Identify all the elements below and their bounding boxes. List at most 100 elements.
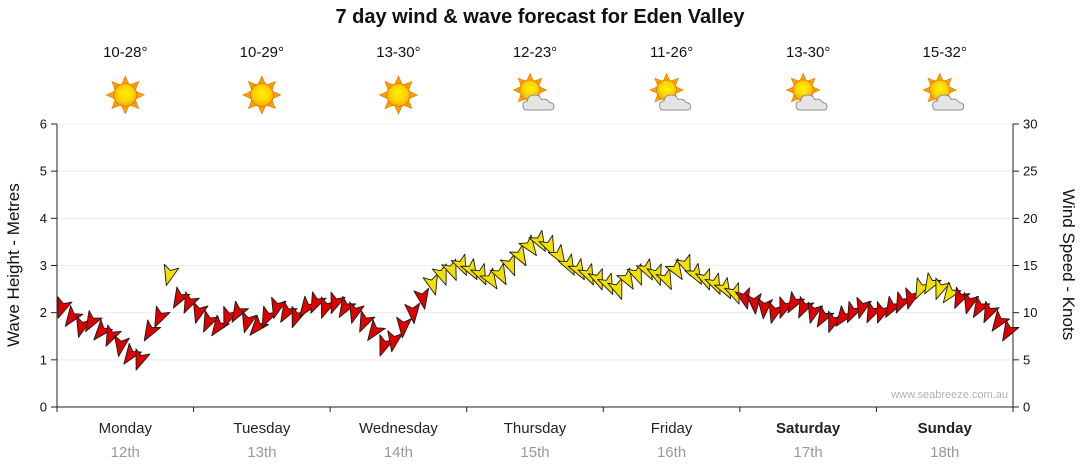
wind-arrow [114,335,130,357]
wind-arrow [489,262,507,286]
wind-arrow [249,314,269,336]
wind-arrow [261,305,278,328]
wind-arrow [684,262,702,285]
wind-arrow [203,310,220,333]
left-axis-tick-label: 3 [40,258,47,273]
wind-arrow [616,267,634,290]
sun-cloud-icon [513,73,554,110]
day-label: Sunday [918,420,973,437]
wind-arrow [597,272,614,295]
left-axis-tick-label: 2 [40,305,47,320]
wind-arrow [105,324,122,347]
right-axis-tick-label: 20 [1023,211,1037,226]
wind-arrow [695,268,711,291]
temperature-range: 11-26° [650,44,693,61]
wind-arrow [499,253,516,277]
wind-arrow [470,263,487,286]
wind-arrow [626,263,642,286]
wind-arrow [163,263,180,286]
watermark: www.seabreeze.com.au [890,389,1008,401]
date-label: 16th [657,444,686,461]
right-axis-tick-label: 5 [1023,352,1030,367]
date-label: 12th [111,444,140,461]
left-axis-tick-label: 6 [40,117,47,132]
day-label: Friday [651,420,693,437]
wind-arrow [895,291,912,314]
wind-arrow [963,292,980,315]
wind-arrow [724,282,740,305]
wind-arrow [413,287,430,310]
wind-arrow [154,305,171,328]
wind-arrow [359,310,376,333]
right-axis-tick-label: 30 [1023,117,1037,132]
wind-arrow [143,319,162,342]
wind-arrow [172,286,191,309]
wind-arrow [856,296,872,319]
wind-arrow [846,300,864,324]
wind-arrow [587,268,603,291]
wind-arrow [646,263,662,286]
wind-arrow [787,291,805,314]
wind-arrow [734,287,751,310]
wind-arrow [431,263,447,286]
wind-arrow [135,348,151,371]
wind-arrow [557,253,575,276]
wind-arrow [675,253,691,277]
wind-arrow [972,295,991,318]
date-label: 13th [247,444,276,461]
sun-cloud-icon [786,73,827,110]
day-label: Thursday [504,420,567,437]
day-label: Monday [99,420,153,437]
left-axis-tick-label: 4 [40,211,47,226]
wind-arrow [538,234,555,258]
right-axis-tick-label: 10 [1023,305,1037,320]
date-label: 18th [930,444,959,461]
page-title: 7 day wind & wave forecast for Eden Vall… [335,6,745,28]
wind-arrow [387,330,403,353]
right-axis-tick-label: 0 [1023,400,1030,415]
day-label: Tuesday [233,420,290,437]
left-axis-title: Wave Height - Metres [4,183,23,347]
temperature-range: 10-29° [240,44,284,61]
date-label: 14th [384,444,413,461]
wind-arrow [441,258,457,281]
right-axis-tick-label: 15 [1023,258,1037,273]
wind-arrow [807,301,824,324]
wind-arrow [577,263,594,286]
wind-arrow [85,310,103,333]
wind-arrow [241,311,258,334]
wind-arrow [211,314,230,337]
sun-icon [378,75,418,115]
wind-arrow [607,277,623,300]
sun-cloud-icon [923,73,964,110]
wind-arrow [396,316,413,339]
sun-icon [242,75,282,115]
wind-arrow [547,244,566,266]
temperature-range: 10-28° [103,44,147,61]
right-axis-tick-label: 25 [1023,164,1037,179]
wind-arrow [271,296,287,319]
wind-arrow [450,253,467,276]
wind-arrow [193,301,209,324]
wind-arrow [460,258,478,281]
wind-arrow [404,302,421,325]
sun-icon [105,75,145,115]
wind-arrow [942,281,962,304]
sun-cloud-icon [650,73,691,110]
wind-arrow [93,319,113,341]
wind-arrow [422,273,438,296]
wind-arrow [57,296,73,319]
wind-arrow [991,309,1011,332]
right-axis-title: Wind Speed - Knots [1059,189,1078,341]
left-axis-tick-label: 1 [40,352,47,367]
wind-arrow [704,272,721,295]
wind-arrow [379,334,395,357]
wind-arrow [1002,319,1020,342]
wind-arrow [935,277,951,300]
wind-arrow [528,229,546,252]
date-label: 17th [794,444,823,461]
left-axis-tick-label: 5 [40,164,47,179]
temperature-range: 13-30° [786,44,830,61]
